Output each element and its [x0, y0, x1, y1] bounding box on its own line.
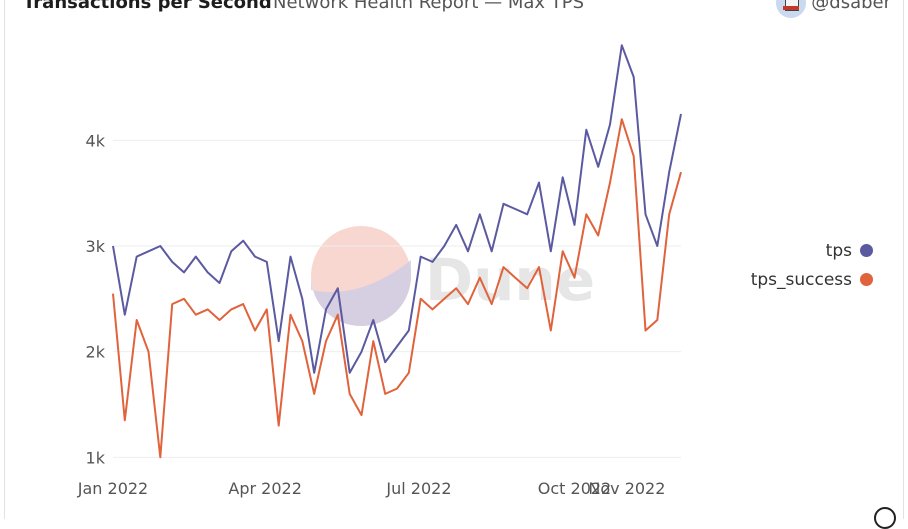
- chart-subtitle: Network Health Report — Max TPS: [273, 0, 585, 13]
- expand-icon[interactable]: [874, 507, 896, 529]
- x-tick-label: Nov 2022: [588, 479, 665, 498]
- legend-label: tps_success: [750, 269, 852, 290]
- legend-label: tps: [825, 240, 852, 261]
- y-tick-label: 4k: [86, 131, 106, 150]
- chart-card: Transactions per Second Network Health R…: [4, 0, 904, 529]
- x-tick-label: Jul 2022: [385, 479, 451, 498]
- legend-item-tps-success[interactable]: tps_success: [751, 265, 873, 294]
- y-tick-label: 1k: [86, 448, 106, 467]
- avatar-icon[interactable]: [776, 0, 806, 18]
- legend-dot-icon: [860, 273, 873, 286]
- y-tick-label: 2k: [86, 343, 106, 362]
- watermark-logo-shape: [311, 260, 411, 326]
- x-tick-label: Oct 2022: [538, 479, 611, 498]
- series-line-tps: [112, 44, 682, 374]
- legend-dot-icon: [860, 244, 873, 257]
- y-tick-label: 3k: [86, 237, 106, 256]
- owner-link[interactable]: @dsaber: [811, 0, 891, 13]
- legend-item-tps[interactable]: tps: [751, 236, 873, 265]
- chart-title: Transactions per Second: [23, 0, 272, 13]
- series-line-tps-success: [112, 118, 682, 459]
- line-chart: Dune 1k 2k 3k 4k Jan 2022 Apr 2022 Jul 2022 Oct …: [77, 44, 682, 498]
- chart-legend: tps tps_success: [751, 236, 873, 294]
- x-tick-label: Jan 2022: [77, 479, 148, 498]
- watermark-text: Dune: [425, 246, 595, 314]
- x-tick-label: Apr 2022: [228, 479, 301, 498]
